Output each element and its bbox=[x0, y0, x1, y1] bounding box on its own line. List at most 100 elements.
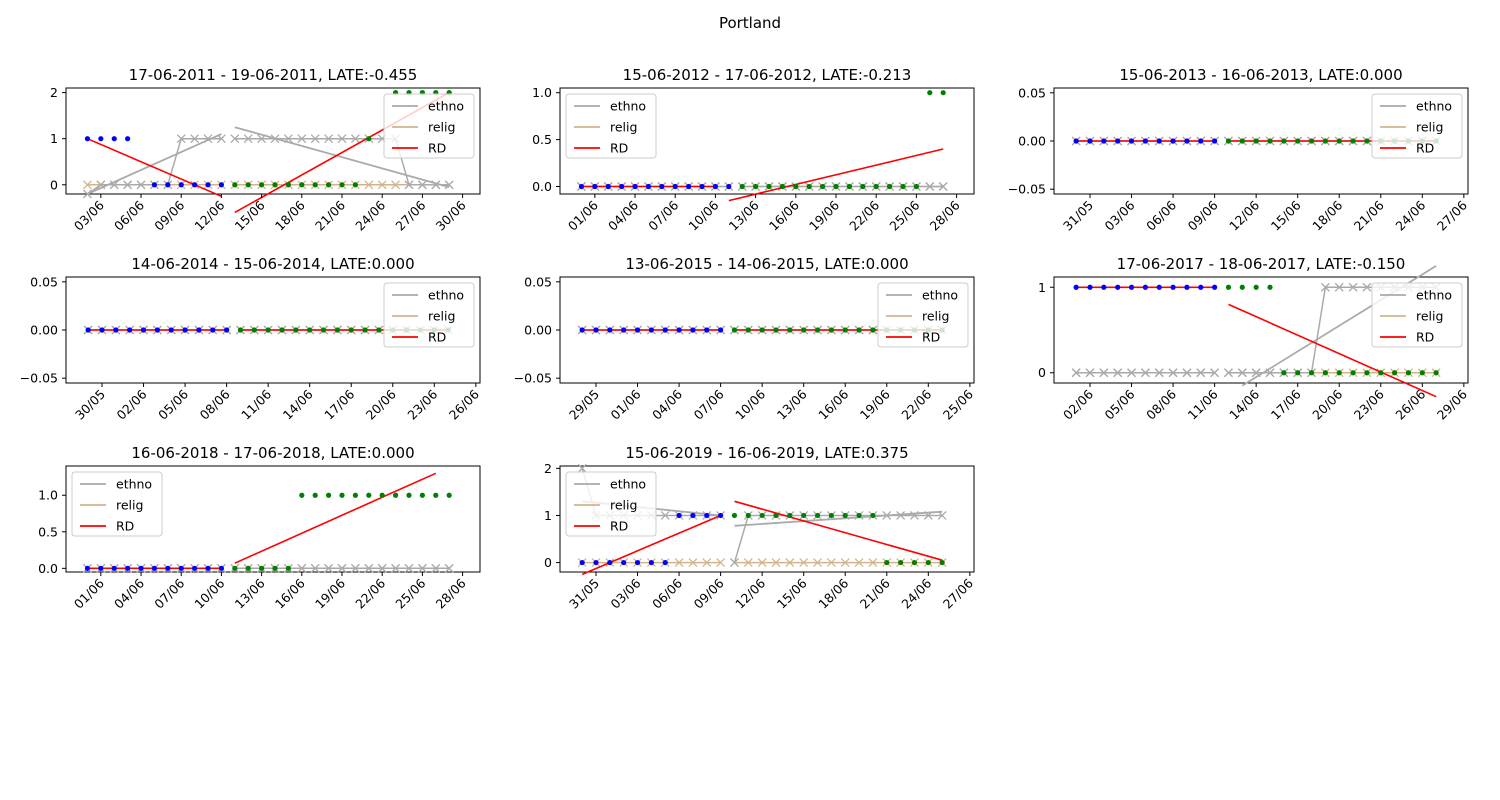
data-point bbox=[1115, 138, 1121, 144]
y-tick-label: 0 bbox=[544, 555, 552, 570]
data-point bbox=[151, 565, 158, 571]
data-point bbox=[699, 183, 705, 190]
x-tick-label: 09/06 bbox=[1185, 197, 1221, 233]
data-point bbox=[632, 183, 638, 190]
data-point bbox=[113, 327, 119, 333]
legend-label: ethno bbox=[1416, 99, 1452, 114]
data-point bbox=[846, 183, 852, 190]
relig-marker bbox=[688, 558, 698, 568]
legend: ethno relig RD bbox=[383, 282, 475, 348]
data-point bbox=[237, 327, 244, 333]
data-point bbox=[856, 512, 862, 519]
x-tick-label: 23/06 bbox=[1351, 386, 1387, 422]
data-point bbox=[579, 559, 585, 566]
ethno-marker bbox=[1320, 282, 1330, 292]
x-tick-label: 04/06 bbox=[111, 575, 147, 611]
data-point bbox=[1433, 370, 1439, 376]
data-point bbox=[1239, 284, 1245, 290]
ethno-fit-line bbox=[234, 126, 450, 188]
data-point bbox=[1281, 138, 1287, 144]
legend-label: RD bbox=[922, 330, 940, 345]
data-point bbox=[704, 327, 710, 333]
y-tick-label: 1 bbox=[50, 131, 58, 146]
y-tick-label: 2 bbox=[50, 85, 58, 100]
data-point bbox=[773, 512, 779, 519]
data-point bbox=[607, 559, 613, 566]
x-tick-label: 19/06 bbox=[312, 575, 348, 611]
axes-frame bbox=[559, 465, 975, 573]
data-point bbox=[759, 327, 765, 333]
subplots-grid: 17-06-2011 - 19-06-2011, LATE:-0.4550120… bbox=[20, 66, 1470, 612]
x-tick-label: 10/06 bbox=[732, 386, 768, 422]
data-point bbox=[1115, 284, 1121, 290]
axes-frame bbox=[559, 87, 975, 195]
relig-marker bbox=[799, 558, 809, 568]
data-point bbox=[125, 136, 131, 142]
y-tick-label: 0.0 bbox=[532, 179, 552, 194]
ethno-marker bbox=[730, 558, 739, 568]
ethno-marker bbox=[337, 563, 347, 573]
data-point bbox=[662, 559, 668, 566]
subplot: 15-06-2012 - 17-06-2012, LATE:-0.213 0.0 0… bbox=[532, 66, 975, 234]
data-point bbox=[1308, 370, 1315, 376]
ethno-marker bbox=[1071, 368, 1081, 378]
ethno-marker bbox=[377, 563, 387, 573]
x-tick-label: 07/06 bbox=[151, 575, 187, 611]
x-tick-label: 10/06 bbox=[685, 197, 721, 233]
data-point bbox=[1281, 370, 1287, 376]
legend-label: RD bbox=[1416, 330, 1434, 345]
data-point bbox=[232, 565, 238, 571]
relig-marker bbox=[813, 558, 822, 568]
subplot-title: 14-06-2014 - 15-06-2014, LATE:0.000 bbox=[131, 255, 414, 273]
subplot: 15-06-2013 - 16-06-2013, LATE:0.000 −0.05… bbox=[1008, 66, 1470, 234]
x-tick-label: 22/06 bbox=[898, 386, 934, 422]
ethno-marker bbox=[1196, 368, 1206, 378]
data-point bbox=[320, 327, 327, 333]
ethno-marker bbox=[1099, 368, 1109, 378]
data-point bbox=[285, 182, 292, 188]
data-point bbox=[192, 565, 198, 571]
relig-marker bbox=[674, 558, 684, 568]
data-point bbox=[1378, 370, 1384, 376]
y-tick-label: 0 bbox=[50, 177, 58, 192]
subplot: 17-06-2011 - 19-06-2011, LATE:-0.455 0 1 2 0… bbox=[50, 66, 481, 234]
data-point bbox=[731, 512, 738, 519]
data-point bbox=[205, 182, 211, 188]
ethno-marker bbox=[176, 134, 186, 144]
subplot-title: 16-06-2018 - 17-06-2018, LATE:0.000 bbox=[131, 444, 414, 462]
data-point bbox=[1184, 138, 1190, 144]
data-point bbox=[406, 492, 412, 498]
legend-label: RD bbox=[1416, 141, 1434, 156]
subplot-title: 15-06-2019 - 16-06-2019, LATE:0.375 bbox=[625, 444, 908, 462]
ethno-marker bbox=[896, 511, 906, 520]
data-point bbox=[726, 183, 732, 190]
data-point bbox=[578, 183, 585, 190]
relig-marker bbox=[82, 180, 92, 190]
x-tick-label: 28/06 bbox=[927, 197, 963, 233]
ethno-marker bbox=[310, 563, 320, 573]
relig-marker bbox=[771, 558, 781, 568]
data-point bbox=[168, 327, 174, 333]
ethno-marker bbox=[243, 134, 253, 144]
y-tick-label: 0.0 bbox=[38, 561, 58, 576]
data-point bbox=[860, 183, 866, 190]
relig-marker bbox=[391, 180, 401, 190]
data-point bbox=[884, 559, 890, 566]
x-tick-label: 01/06 bbox=[565, 197, 601, 233]
y-tick-label: 0.5 bbox=[38, 524, 58, 539]
legend-label: relig bbox=[1416, 120, 1443, 135]
legend-label: RD bbox=[610, 519, 628, 534]
data-point bbox=[801, 327, 807, 333]
ethno-marker bbox=[337, 134, 347, 144]
data-point bbox=[1419, 370, 1425, 376]
y-tick-label: −0.05 bbox=[20, 371, 58, 386]
data-point bbox=[352, 492, 358, 498]
data-point bbox=[1073, 138, 1079, 144]
x-tick-label: 04/06 bbox=[649, 386, 685, 422]
ethno-marker bbox=[297, 563, 307, 573]
x-tick-label: 17/06 bbox=[1268, 386, 1304, 422]
x-tick-label: 08/06 bbox=[197, 386, 233, 422]
rd-fit-line bbox=[234, 472, 437, 564]
y-tick-label: 0.00 bbox=[1018, 134, 1046, 149]
ethno-marker bbox=[404, 180, 414, 190]
